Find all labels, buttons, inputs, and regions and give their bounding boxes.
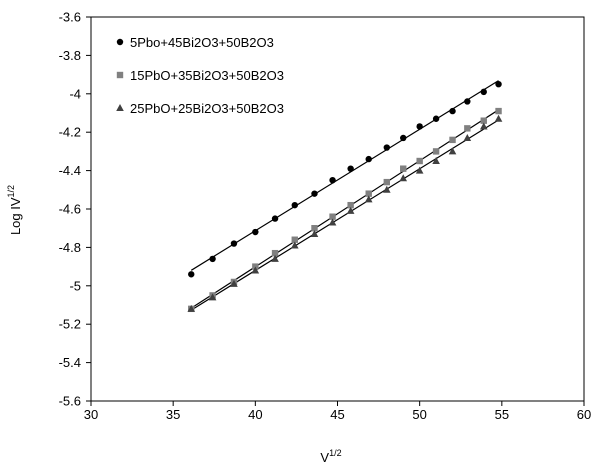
data-point bbox=[432, 148, 440, 155]
data-point bbox=[311, 225, 318, 232]
y-tick-label: -5.2 bbox=[59, 317, 81, 332]
trend-line bbox=[190, 109, 499, 309]
x-axis-title-superscript: 1/2 bbox=[329, 448, 342, 458]
data-point bbox=[464, 125, 471, 132]
x-tick-label: 55 bbox=[495, 407, 509, 422]
data-point bbox=[463, 133, 472, 141]
data-point bbox=[495, 107, 502, 115]
data-point bbox=[400, 165, 407, 172]
data-point bbox=[495, 81, 502, 88]
y-tick-label: -5.6 bbox=[59, 394, 81, 409]
data-point bbox=[364, 195, 373, 203]
data-point bbox=[271, 215, 279, 222]
data-point bbox=[271, 249, 279, 257]
data-point bbox=[346, 206, 355, 214]
x-tick-label: 40 bbox=[248, 407, 262, 422]
data-point bbox=[329, 213, 336, 220]
x-axis-ticks: 30 35 40 45 50 55 60 bbox=[84, 401, 591, 422]
data-point bbox=[347, 165, 354, 172]
trend-line bbox=[190, 80, 499, 271]
data-point bbox=[416, 157, 423, 165]
data-point bbox=[479, 122, 488, 130]
y-tick-label: -4.2 bbox=[59, 125, 81, 140]
data-point bbox=[187, 304, 196, 312]
data-point bbox=[290, 241, 299, 249]
data-point bbox=[464, 98, 471, 105]
data-point bbox=[291, 201, 298, 209]
data-point bbox=[449, 107, 456, 115]
data-point bbox=[400, 134, 407, 142]
y-tick-label: -5 bbox=[69, 278, 81, 293]
trend-lines bbox=[190, 80, 499, 311]
data-point bbox=[365, 155, 372, 163]
legend-marker bbox=[116, 71, 124, 79]
data-point bbox=[328, 218, 337, 226]
data-point bbox=[252, 228, 259, 236]
data-point bbox=[230, 279, 238, 287]
x-tick-label: 50 bbox=[412, 407, 426, 422]
legend-label: 25PbO+25Bi2O3+50B2O3 bbox=[130, 101, 284, 116]
data-point bbox=[230, 240, 238, 247]
data-point bbox=[188, 271, 195, 278]
data-point bbox=[271, 254, 279, 262]
legend-marker bbox=[116, 38, 124, 46]
legend-label: 5Pbo+45Bi2O3+50B2O3 bbox=[130, 35, 274, 50]
y-tick-label: -4.6 bbox=[59, 202, 81, 217]
y-tick-label: -3.8 bbox=[59, 48, 81, 63]
data-point bbox=[365, 190, 372, 197]
legend: 5Pbo+45Bi2O3+50B2O3 15PbO+35Bi2O3+50B2O3 2… bbox=[116, 35, 284, 116]
y-tick-label: -4.8 bbox=[59, 240, 81, 255]
x-axis-title-main: V bbox=[320, 450, 329, 465]
data-points bbox=[187, 81, 503, 313]
x-tick-label: 30 bbox=[84, 407, 98, 422]
legend-label: 15PbO+35Bi2O3+50B2O3 bbox=[130, 68, 284, 83]
data-point bbox=[208, 293, 217, 301]
data-point bbox=[432, 157, 440, 164]
data-point bbox=[399, 174, 408, 182]
data-point bbox=[432, 115, 440, 122]
y-axis-title: Log IV1/2 bbox=[6, 185, 23, 235]
data-point bbox=[251, 266, 260, 274]
y-tick-label: -3.6 bbox=[59, 10, 81, 25]
data-point bbox=[209, 255, 216, 263]
y-tick-label: -4 bbox=[69, 86, 81, 101]
y-axis-ticks: -3.6 -3.8 -4 -4.2 -4.4 -4.6 -4.8 -5 -5.2 -5.4 -5.6 bbox=[59, 10, 91, 409]
x-tick-label: 60 bbox=[577, 407, 591, 422]
data-point bbox=[383, 185, 391, 193]
y-tick-label: -5.4 bbox=[59, 355, 81, 370]
x-tick-label: 35 bbox=[166, 407, 180, 422]
data-point bbox=[383, 178, 390, 186]
data-point bbox=[448, 147, 457, 155]
data-point bbox=[494, 114, 503, 122]
data-point bbox=[291, 236, 298, 243]
y-tick-label: -4.4 bbox=[59, 163, 81, 178]
trend-line bbox=[190, 119, 499, 311]
y-axis-title-superscript: 1/2 bbox=[6, 185, 16, 198]
x-axis-title: V1/2 bbox=[320, 448, 341, 465]
x-tick-label: 45 bbox=[330, 407, 344, 422]
data-point bbox=[480, 88, 487, 96]
data-point bbox=[415, 166, 424, 174]
y-axis-title-main: Log IV bbox=[8, 197, 23, 235]
data-point bbox=[449, 136, 456, 144]
data-point bbox=[347, 201, 354, 209]
data-point bbox=[329, 177, 336, 184]
data-point bbox=[480, 117, 487, 124]
data-point bbox=[416, 123, 423, 130]
legend-marker bbox=[116, 104, 124, 111]
data-point bbox=[310, 229, 319, 237]
data-point bbox=[383, 144, 390, 151]
plot-area bbox=[90, 16, 585, 402]
data-point bbox=[311, 190, 318, 197]
